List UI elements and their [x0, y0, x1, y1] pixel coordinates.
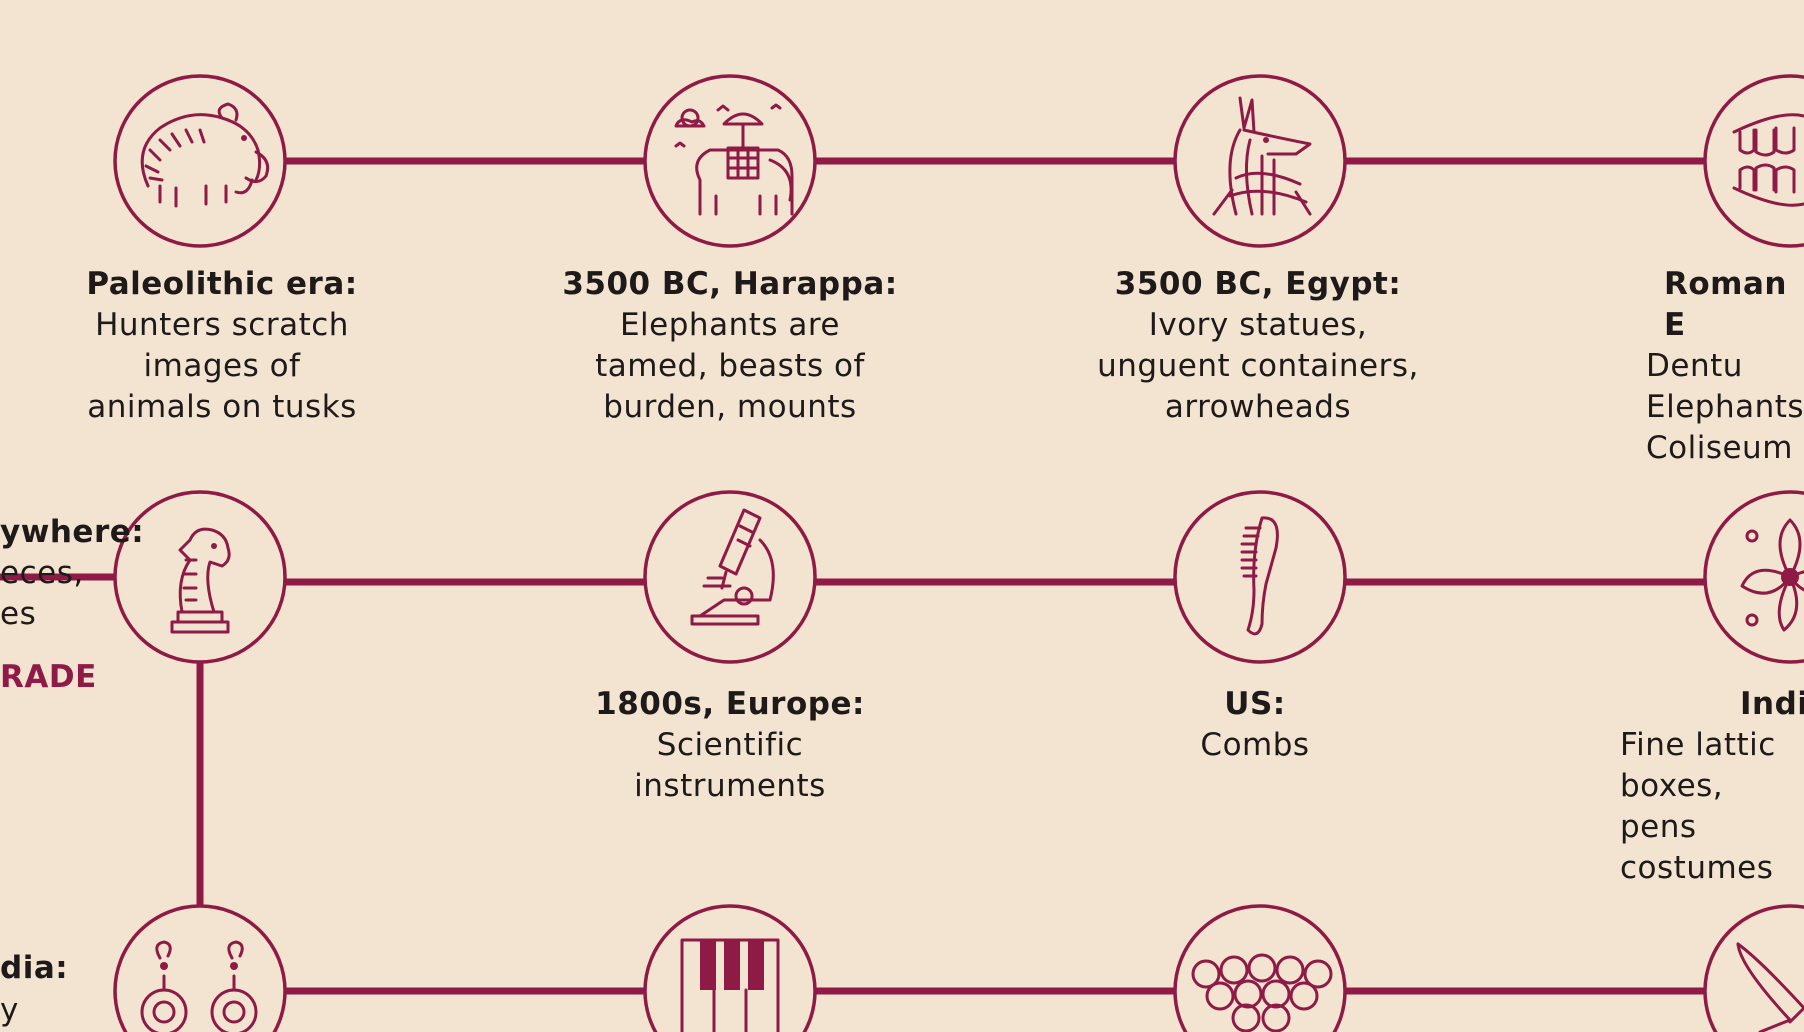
chess-knight-icon — [113, 490, 287, 664]
caption-head: Indi — [1740, 686, 1804, 722]
caption-head: 3500 BC, Egypt: — [1114, 266, 1402, 302]
earrings-icon — [113, 904, 287, 1032]
caption-head: Paleolithic era: — [86, 266, 358, 302]
caption-india: Indi Fine lattic boxes, pens costumes — [1620, 684, 1804, 889]
billiard-balls-icon — [1173, 904, 1347, 1032]
row3-left-line1: y — [0, 992, 19, 1028]
mammoth-icon — [113, 74, 287, 248]
dentures-icon — [1703, 74, 1804, 248]
microscope-icon — [643, 490, 817, 664]
row2-left-line1: eces, — [0, 555, 84, 591]
caption-body: Scientific instruments — [634, 727, 826, 804]
caption-roman: Roman E Dentu Elephants Coliseum — [1640, 264, 1804, 469]
row3-left-head: dia: — [0, 950, 69, 986]
caption-body: Elephants are tamed, beasts of burden, m… — [595, 307, 865, 425]
piano-keys-icon — [643, 904, 817, 1032]
caption-body: Combs — [1200, 727, 1310, 763]
caption-head: Roman E — [1664, 266, 1787, 343]
caption-body: Ivory statues, unguent containers, arrow… — [1097, 307, 1419, 425]
caption-body: Fine lattic boxes, pens costumes — [1620, 727, 1776, 886]
comb-icon — [1173, 490, 1347, 664]
caption-head: 1800s, Europe: — [595, 686, 865, 722]
caption-harappa: 3500 BC, Harappa: Elephants are tamed, b… — [540, 264, 920, 428]
row2-left-line2: es — [0, 596, 37, 632]
elephant-icon — [643, 74, 817, 248]
anubis-icon — [1173, 74, 1347, 248]
caption-body: Dentu Elephants Coliseum — [1646, 348, 1804, 466]
caption-europe: 1800s, Europe: Scientific instruments — [540, 684, 920, 807]
caption-paleolithic: Paleolithic era: Hunters scratch images … — [32, 264, 412, 428]
caption-egypt: 3500 BC, Egypt: Ivory statues, unguent c… — [1068, 264, 1448, 428]
caption-us: US: Combs — [1065, 684, 1445, 766]
row2-left-accent: RADE — [0, 659, 97, 695]
row2-left-head: ywhere: — [0, 514, 145, 550]
caption-head: 3500 BC, Harappa: — [562, 266, 898, 302]
lattice-flower-icon — [1703, 490, 1804, 664]
caption-body: Hunters scratch images of animals on tus… — [87, 307, 357, 425]
crossed-knives-icon — [1703, 904, 1804, 1032]
caption-head: US: — [1224, 686, 1286, 722]
